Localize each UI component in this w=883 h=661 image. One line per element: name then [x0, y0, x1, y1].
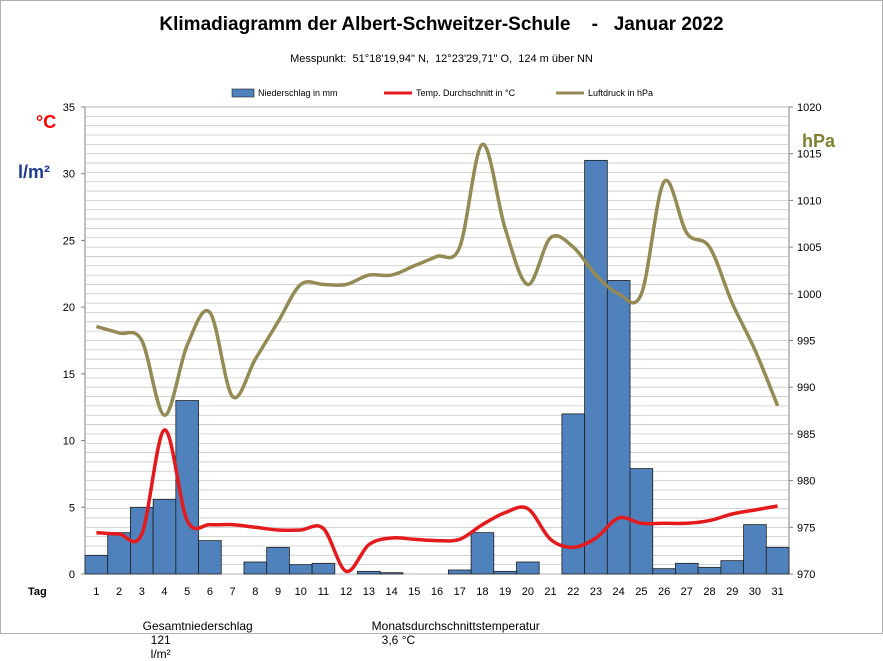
- precip-bar: [743, 524, 767, 575]
- x-tick-label: 22: [567, 586, 579, 598]
- precip-bar: [175, 400, 199, 575]
- precip-bar: [697, 566, 722, 575]
- precip-bar: [266, 546, 290, 575]
- x-tick-label: 13: [363, 586, 375, 598]
- left-tick-label: 0: [69, 569, 75, 581]
- x-tick-label: 21: [544, 586, 556, 598]
- x-tick-label: 14: [385, 586, 397, 598]
- x-tick-label: 27: [681, 586, 693, 598]
- footer-precip-label: Gesamtniederschlag: [142, 619, 253, 633]
- precip-bar: [561, 413, 586, 575]
- chart-svg: 0510152025303597097598098599099510001005…: [28, 88, 821, 598]
- legend-label-temp: Temp. Durchschnitt in °C: [416, 88, 516, 98]
- footer-temp-label: Monatsdurchschnittstemperatur: [371, 619, 540, 633]
- right-tick-label: 1000: [797, 289, 821, 301]
- right-tick-label: 985: [797, 429, 815, 441]
- x-tick-label: 8: [252, 586, 258, 598]
- precip-bar: [379, 572, 404, 575]
- precip-bar: [84, 554, 109, 575]
- left-tick-label: 30: [63, 169, 75, 181]
- precip-bar: [357, 570, 381, 575]
- precip-bar: [243, 561, 268, 575]
- precip-bar: [198, 540, 222, 575]
- x-tick-label: 20: [522, 586, 534, 598]
- temperature-line: [96, 428, 778, 574]
- x-tick-label: 18: [476, 586, 488, 598]
- x-tick-label: 29: [726, 586, 738, 598]
- x-tick-label: 24: [613, 586, 625, 598]
- x-tick-label: 26: [658, 586, 670, 598]
- x-tick-label: 30: [749, 586, 761, 598]
- right-tick-label: 975: [797, 522, 815, 534]
- footer-precip-value: 121: [150, 633, 171, 647]
- precip-bar: [311, 562, 336, 575]
- footer-precip-unit: l/m²: [150, 647, 171, 661]
- left-tick-label: 35: [63, 102, 75, 114]
- precip-bar: [675, 562, 699, 575]
- right-unit-hpa: hPa: [802, 131, 836, 151]
- x-tick-label: 16: [431, 586, 443, 598]
- x-tick-label: 1: [93, 586, 99, 598]
- precip-bar: [584, 159, 608, 575]
- left-tick-label: 25: [63, 235, 75, 247]
- precip-bar: [765, 546, 790, 575]
- precip-bar: [516, 561, 540, 575]
- left-unit-precip: l/m²: [18, 162, 51, 182]
- right-tick-label: 995: [797, 336, 815, 348]
- right-tick-label: 990: [797, 382, 815, 394]
- precip-bar: [152, 498, 177, 575]
- precip-bar: [470, 532, 495, 575]
- footer-temp-value: 3,6 °C: [381, 633, 416, 647]
- precip-bar: [720, 560, 744, 575]
- right-tick-label: 1010: [797, 195, 821, 207]
- x-tick-label: 15: [408, 586, 420, 598]
- pressure-line: [95, 142, 780, 417]
- x-tick-label: 19: [499, 586, 511, 598]
- x-tick-label: 25: [635, 586, 647, 598]
- right-tick-label: 1020: [797, 102, 821, 114]
- x-tick-label: 17: [454, 586, 466, 598]
- x-tick-label: 10: [295, 586, 307, 598]
- precip-bar: [447, 569, 472, 575]
- chart-title: Klimadiagramm der Albert-Schweitzer-Schu…: [159, 14, 724, 35]
- chart-subtitle: Messpunkt: 51°18'19,94" N, 12°23'29,71" …: [290, 53, 593, 65]
- left-tick-label: 5: [69, 502, 75, 514]
- footer-precip: Gesamtniederschlag 121 l/m²: [136, 605, 253, 661]
- legend-swatch-precip: [231, 88, 255, 98]
- left-tick-label: 15: [63, 369, 75, 381]
- x-tick-label: 28: [703, 586, 715, 598]
- x-tick-label: 23: [590, 586, 602, 598]
- x-tick-label: 12: [340, 586, 352, 598]
- footer-temp: Monatsdurchschnittstemperatur 3,6 °C: [365, 605, 540, 647]
- right-tick-label: 1015: [797, 149, 821, 161]
- x-tick-label: 5: [184, 586, 190, 598]
- right-tick-label: 970: [797, 569, 815, 581]
- precip-bar: [652, 568, 676, 575]
- x-tick-label: 11: [318, 586, 329, 598]
- x-tick-label: 9: [275, 586, 281, 598]
- right-tick-label: 980: [797, 476, 815, 488]
- legend-label-precip: Niederschlag in mm: [258, 88, 338, 98]
- x-tick-label: 3: [139, 586, 145, 598]
- precip-bar: [288, 564, 313, 575]
- left-tick-label: 20: [63, 302, 75, 314]
- precip-bar: [493, 570, 517, 575]
- x-tick-label: 31: [772, 586, 784, 598]
- x-tick-label: 4: [161, 586, 167, 598]
- precip-bar: [606, 280, 631, 575]
- x-tick-label: 7: [230, 586, 236, 598]
- x-tick-label: 6: [207, 586, 213, 598]
- left-tick-label: 10: [63, 436, 75, 448]
- legend-label-pressure: Luftdruck in hPa: [588, 88, 653, 98]
- x-tick-label: 2: [116, 586, 122, 598]
- x-axis-label: Tag: [28, 586, 47, 598]
- right-tick-label: 1005: [797, 242, 821, 254]
- left-unit-temp: °C: [36, 112, 57, 132]
